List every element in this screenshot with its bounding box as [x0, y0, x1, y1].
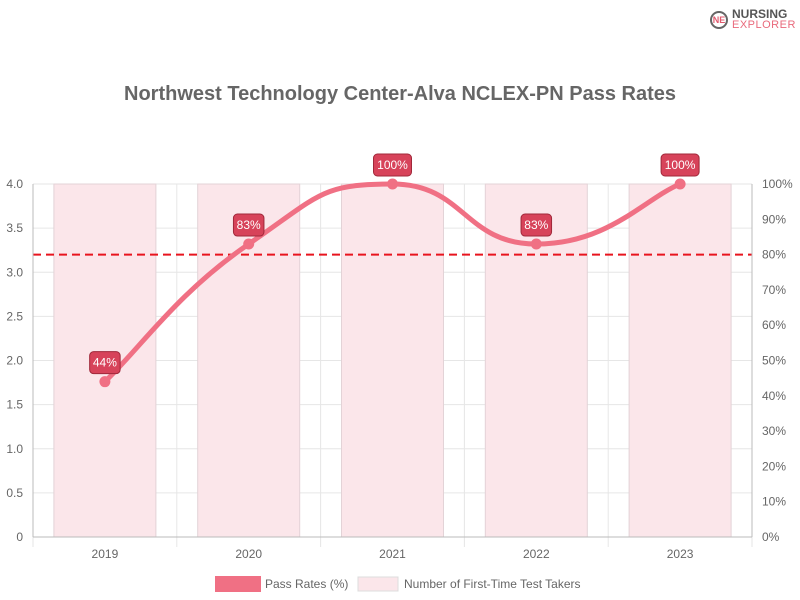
data-label: 83%	[237, 218, 261, 232]
left-tick-label: 1.5	[6, 398, 23, 412]
chart-title: Northwest Technology Center-Alva NCLEX-P…	[124, 83, 676, 105]
right-tick-label: 40%	[762, 389, 786, 403]
logo-line1: NURSING	[732, 7, 788, 21]
right-tick-label: 0%	[762, 530, 780, 544]
bar-test-takers	[341, 183, 444, 538]
x-tick-label: 2019	[92, 547, 119, 561]
right-tick-label: 90%	[762, 212, 786, 226]
data-label-box	[373, 153, 412, 177]
left-tick-label: 0	[16, 530, 23, 544]
right-tick-label: 60%	[762, 318, 786, 332]
bar-test-takers	[197, 183, 301, 538]
left-tick-label: 0.5	[6, 486, 23, 500]
right-tick-label: 100%	[762, 177, 793, 191]
legend-swatch-pass-rates[interactable]	[215, 576, 261, 592]
data-label: 83%	[524, 218, 548, 232]
left-tick-label: 1.0	[6, 442, 23, 456]
data-label-box	[232, 213, 265, 237]
bar-test-takers	[628, 183, 732, 538]
logo-mark-icon: NE	[710, 11, 728, 29]
right-tick-label: 30%	[762, 424, 786, 438]
right-tick-label: 50%	[762, 354, 786, 368]
legend-label-test-takers[interactable]: Number of First-Time Test Takers	[404, 577, 580, 591]
pass-rate-point	[674, 178, 686, 190]
left-tick-label: 2.0	[6, 354, 23, 368]
pass-rate-point	[99, 376, 111, 388]
data-label-box	[89, 351, 121, 375]
data-label-box	[520, 213, 553, 237]
right-tick-label: 70%	[762, 283, 786, 297]
x-tick-label: 2022	[523, 547, 550, 561]
x-tick-label: 2021	[379, 547, 406, 561]
legend: Pass Rates (%) Number of First-Time Test…	[215, 576, 580, 592]
pass-rate-point	[387, 178, 398, 190]
data-label: 100%	[665, 158, 696, 172]
pass-rate-point	[530, 238, 542, 250]
right-tick-label: 20%	[762, 459, 786, 473]
right-tick-label: 10%	[762, 495, 786, 509]
data-label: 100%	[377, 158, 408, 172]
left-tick-label: 3.0	[6, 265, 23, 279]
data-label: 44%	[93, 356, 117, 370]
legend-swatch-test-takers[interactable]	[357, 576, 399, 592]
x-tick-label: 2023	[667, 547, 694, 561]
left-tick-label: 2.5	[6, 309, 23, 323]
data-label-box	[660, 153, 700, 177]
pass-rate-point	[243, 238, 255, 250]
right-tick-label: 80%	[762, 248, 786, 262]
x-tick-label: 2020	[235, 547, 262, 561]
legend-label-pass-rates[interactable]: Pass Rates (%)	[265, 577, 348, 591]
left-tick-label: 3.5	[6, 221, 23, 235]
nursing-explorer-logo: NE NURSING EXPLORER	[710, 7, 796, 31]
left-tick-label: 4.0	[6, 177, 23, 191]
logo-line2: EXPLORER	[732, 19, 796, 31]
